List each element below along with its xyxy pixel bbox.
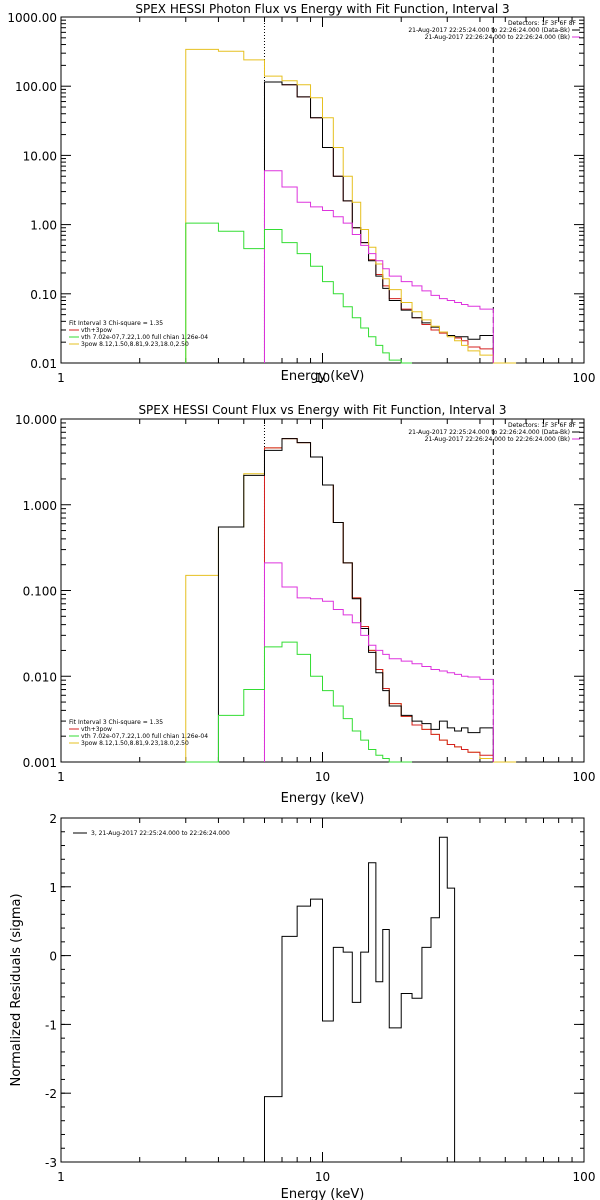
y-axis-label-3: Normalized Residuals (sigma) <box>9 893 24 1086</box>
x-tick-label: 10 <box>315 770 330 784</box>
header-line-1: 21-Aug-2017 22:25:24.000 to 22:26:24.000… <box>408 27 570 34</box>
fit-legend-label: vth+3pow <box>81 726 112 733</box>
fit-legend-label: vth+3pow <box>81 327 112 334</box>
chart-title-2: SPEX HESSI Count Flux vs Energy with Fit… <box>138 403 506 417</box>
series-line-3-1 <box>263 836 456 1162</box>
y-tick-label: 0.01 <box>30 357 57 371</box>
series-line-2-4 <box>263 562 494 762</box>
chart-title-1: SPEX HESSI Photon Flux vs Energy with Fi… <box>135 2 509 16</box>
fit-legend-label: 3pow 8.12,1.50,8.81,9.23,18.0,2.50 <box>81 740 189 747</box>
y-tick-label: 0.100 <box>23 585 57 599</box>
y-tick-label: 1.00 <box>30 219 57 233</box>
x-tick-label: 100 <box>573 371 596 385</box>
fit-legend-label: 3pow 8.12,1.50,8.81,9.23,18.0,2.50 <box>81 341 189 348</box>
header-line-2: 21-Aug-2017 22:26:24.000 to 22:26:24.000… <box>425 34 570 41</box>
x-axis-label-1: Energy (keV) <box>281 369 365 384</box>
y-tick-label: 2 <box>49 812 57 826</box>
x-tick-label: 100 <box>573 770 596 784</box>
series-line-2-1 <box>185 438 517 763</box>
fit-legend-label: vth 7.02e-07,7.22,1.00 full chian 1.26e-… <box>81 733 208 740</box>
y-tick-label: 0.10 <box>30 288 57 302</box>
x-tick-label: 1 <box>57 371 65 385</box>
series-line-2-2 <box>263 438 494 762</box>
fit-legend-title: Fit Interval 3 Chi-square = 1.35 <box>69 719 163 726</box>
y-tick-label: -2 <box>45 1087 57 1101</box>
x-tick-label: 10 <box>315 1170 330 1184</box>
header-line-2: 21-Aug-2017 22:26:24.000 to 22:26:24.000… <box>425 436 570 443</box>
fit-legend-label: vth 7.02e-07,7.22,1.00 full chian 1.26e-… <box>81 334 208 341</box>
series-line-2-3 <box>217 438 494 762</box>
fit-legend-title: Fit Interval 3 Chi-square = 1.35 <box>69 320 163 327</box>
y-tick-label: -3 <box>45 1156 57 1170</box>
series-line-1-4 <box>263 170 494 363</box>
header-line-1: 21-Aug-2017 22:25:24.000 to 22:26:24.000… <box>408 429 570 436</box>
y-tick-label: 1.000 <box>23 499 57 513</box>
y-tick-label: 100.00 <box>15 80 57 94</box>
x-axis-label-3: Energy (keV) <box>281 1187 365 1200</box>
series-line-1-3 <box>185 48 517 364</box>
header-detectors: Detectors: 1F 3F 6F 8F <box>508 20 577 27</box>
y-tick-label: 0.010 <box>23 670 57 684</box>
series-line-2-5 <box>185 641 413 763</box>
series-line-1-1 <box>263 81 494 363</box>
plot-frame-1 <box>60 16 585 364</box>
y-tick-label: 0.001 <box>23 756 57 770</box>
x-tick-label: 1 <box>57 770 65 784</box>
series-line-1-2 <box>263 81 494 363</box>
x-tick-label: 10 <box>315 371 330 385</box>
y-tick-label: -1 <box>45 1018 57 1032</box>
y-tick-label: 0 <box>49 950 57 964</box>
x-tick-label: 1 <box>57 1170 65 1184</box>
y-tick-label: 10.000 <box>15 413 57 427</box>
y-tick-label: 1 <box>49 881 57 895</box>
x-tick-label: 100 <box>573 1170 596 1184</box>
series-line-1-5 <box>185 222 413 364</box>
x-axis-label-2: Energy (keV) <box>281 791 365 806</box>
y-tick-label: 10.00 <box>23 149 57 163</box>
legend-label: 3, 21-Aug-2017 22:25:24.000 to 22:26:24.… <box>91 830 230 837</box>
header-detectors: Detectors: 1F 3F 6F 8F <box>508 422 577 429</box>
y-tick-label: 1000.00 <box>7 11 57 25</box>
